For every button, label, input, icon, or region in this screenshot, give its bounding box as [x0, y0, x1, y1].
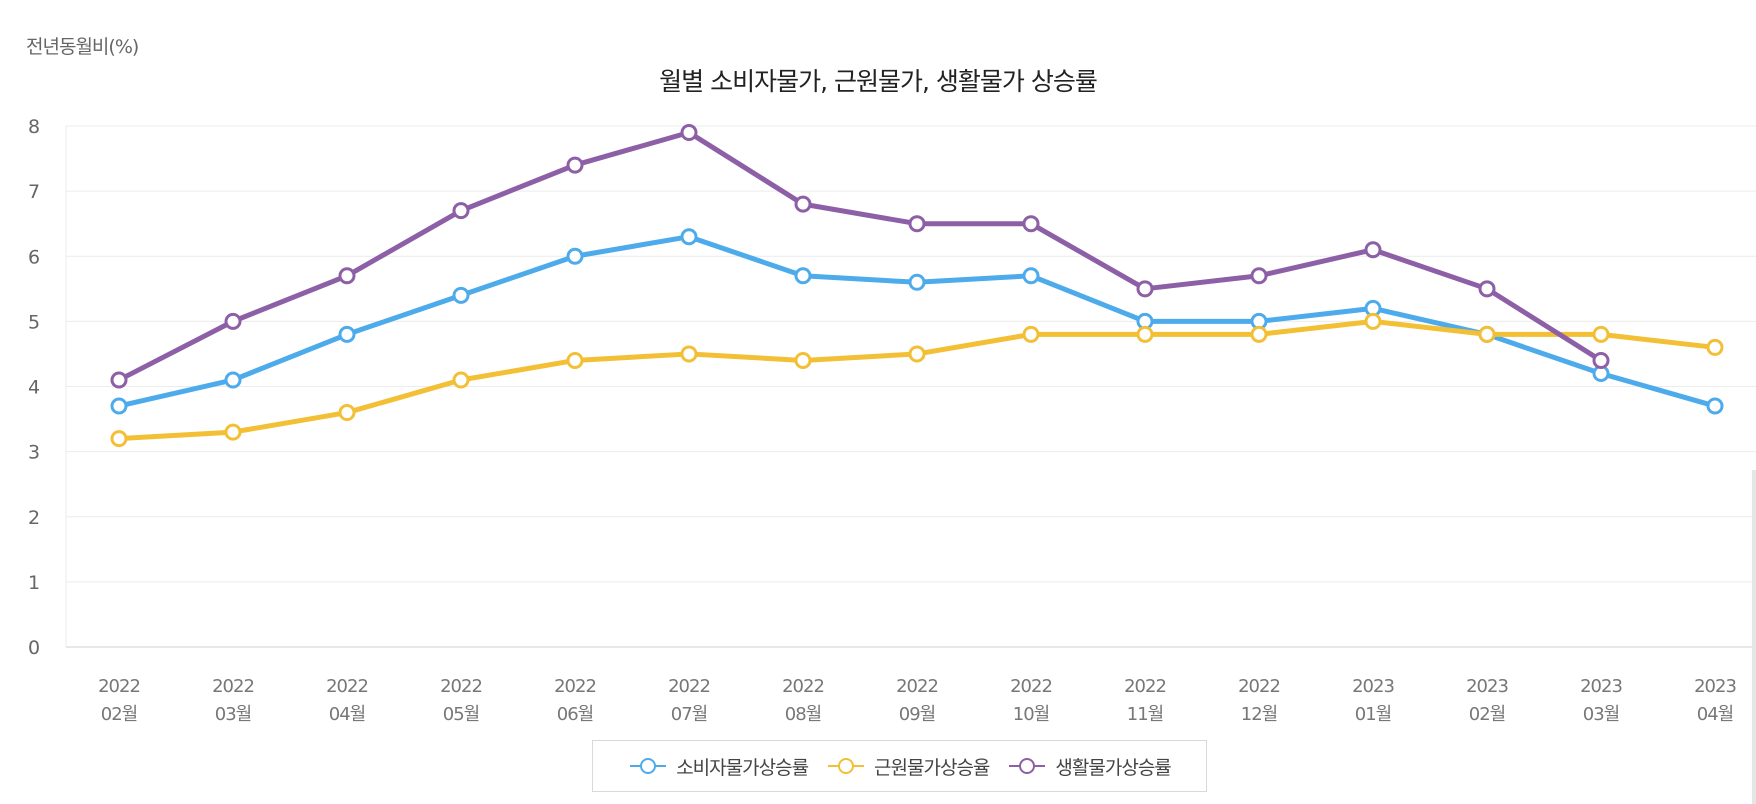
series-2-point-9: [1136, 280, 1154, 298]
series-2-point-1: [224, 312, 242, 330]
y-tick-label-5: 5: [28, 311, 40, 333]
x-tick-label-14: 2023 04월: [1694, 676, 1736, 725]
series-2-point-2: [338, 267, 356, 285]
series-2-point-3: [452, 202, 470, 220]
legend-symbol-core: [828, 758, 865, 774]
series-1-point-1: [224, 423, 242, 441]
series-0-point-8: [1022, 267, 1040, 285]
legend-label-core: 근원물가상승율: [874, 756, 990, 779]
chart-legend: 소비자물가상승률 근원물가상승율 생활물가상승률: [592, 740, 1207, 792]
y-axis-unit-label: 전년동월비(%): [26, 36, 139, 58]
series-0-point-3: [452, 286, 470, 304]
x-tick-label-13: 2023 03월: [1580, 676, 1622, 725]
x-tick-label-11: 2023 01월: [1352, 676, 1394, 725]
series-1-point-9: [1136, 325, 1154, 343]
series-1-point-11: [1364, 312, 1382, 330]
series-0-point-1: [224, 371, 242, 389]
scroll-edge: [1752, 470, 1756, 804]
y-tick-label-8: 8: [28, 116, 40, 138]
series-1-point-2: [338, 404, 356, 422]
series-2-point-13: [1592, 351, 1610, 369]
series-2-point-7: [908, 215, 926, 233]
legend-symbol-cpi: [630, 758, 667, 774]
series-0-point-4: [566, 247, 584, 265]
series-line-1: [116, 318, 1718, 442]
x-tick-label-10: 2022 12월: [1238, 676, 1280, 725]
legend-item-cpi[interactable]: 소비자물가상승률: [628, 753, 809, 780]
series-1-point-4: [566, 351, 584, 369]
series-2-point-5: [680, 124, 698, 142]
series-1-point-0: [110, 430, 128, 448]
x-tick-label-0: 2022 02월: [98, 676, 140, 725]
y-tick-label-0: 0: [28, 637, 40, 659]
x-tick-label-8: 2022 10월: [1010, 676, 1052, 725]
legend-item-core[interactable]: 근원물가상승율: [826, 753, 990, 780]
x-tick-label-2: 2022 04월: [326, 676, 368, 725]
series-1-point-3: [452, 371, 470, 389]
series-2-point-4: [566, 156, 584, 174]
series-1-point-8: [1022, 325, 1040, 343]
x-tick-label-12: 2023 02월: [1466, 676, 1508, 725]
x-tick-label-4: 2022 06월: [554, 676, 596, 725]
series-1-point-5: [680, 345, 698, 363]
x-tick-label-3: 2022 05월: [440, 676, 482, 725]
series-0-point-5: [680, 228, 698, 246]
series-1-point-10: [1250, 325, 1268, 343]
series-1-point-14: [1706, 338, 1724, 356]
chart-title: 월별 소비자물가, 근원물가, 생활물가 상승률: [659, 67, 1098, 96]
series-0-point-14: [1706, 397, 1724, 415]
series-2-point-11: [1364, 241, 1382, 259]
series-0-point-7: [908, 273, 926, 291]
legend-label-living: 생활물가상승률: [1055, 756, 1171, 779]
x-tick-label-5: 2022 07월: [668, 676, 710, 725]
series-2-point-8: [1022, 215, 1040, 233]
x-tick-label-9: 2022 11월: [1124, 676, 1166, 725]
legend-label-cpi: 소비자물가상승률: [676, 756, 809, 779]
series-0-point-0: [110, 397, 128, 415]
series-0-point-6: [794, 267, 812, 285]
y-tick-label-4: 4: [28, 377, 40, 399]
y-tick-label-6: 6: [28, 246, 40, 268]
series-2-point-10: [1250, 267, 1268, 285]
series-2-point-0: [110, 371, 128, 389]
y-tick-label-2: 2: [28, 507, 40, 529]
y-tick-label-1: 1: [28, 572, 40, 594]
y-tick-label-7: 7: [28, 181, 40, 203]
x-tick-label-1: 2022 03월: [212, 676, 254, 725]
series-1-point-7: [908, 345, 926, 363]
legend-item-living[interactable]: 생활물가상승률: [1007, 753, 1172, 780]
y-tick-label-3: 3: [28, 442, 40, 464]
x-tick-label-6: 2022 08월: [782, 676, 824, 725]
series-2-point-6: [794, 195, 812, 213]
series-line-2: [116, 130, 1604, 383]
series-1-point-13: [1592, 325, 1610, 343]
x-tick-label-7: 2022 09월: [896, 676, 938, 725]
series-2-point-12: [1478, 280, 1496, 298]
legend-symbol-living: [1009, 758, 1046, 774]
series-1-point-12: [1478, 325, 1496, 343]
series-1-point-6: [794, 351, 812, 369]
series-0-point-2: [338, 325, 356, 343]
